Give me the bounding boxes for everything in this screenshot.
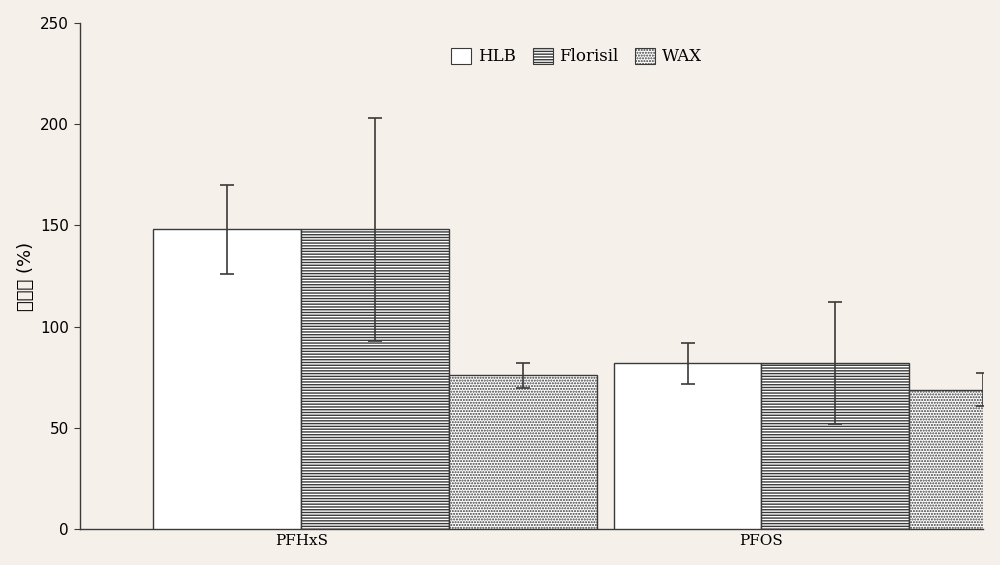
Legend: HLB, Florisil, WAX: HLB, Florisil, WAX [445, 41, 709, 72]
Bar [761, 363, 909, 529]
Bar [449, 375, 597, 529]
Bar [153, 229, 301, 529]
Y-axis label: 回收率 (%): 回收率 (%) [17, 241, 35, 311]
Bar [301, 229, 449, 529]
Bar [614, 363, 761, 529]
Bar [909, 390, 1000, 529]
